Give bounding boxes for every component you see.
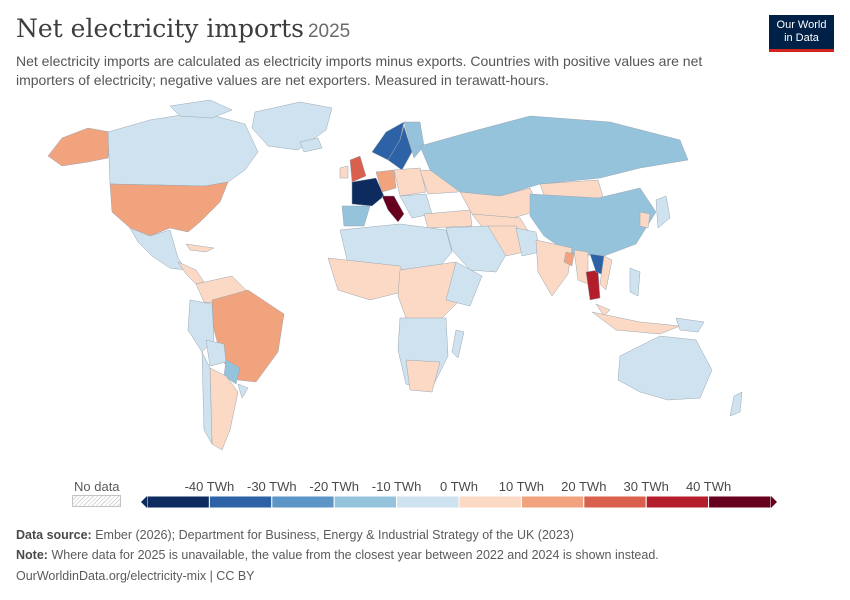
country-bolivia — [205, 339, 227, 367]
chart-title: Net electricity imports 2025 — [16, 14, 350, 43]
country-uruguay — [237, 383, 249, 399]
country-canada — [107, 111, 259, 187]
legend-tick-label: -20 TWh — [309, 479, 359, 494]
title-text: Net electricity imports — [16, 14, 304, 43]
note-label: Note: — [16, 548, 48, 562]
country-japan — [655, 195, 671, 229]
legend-bin — [333, 495, 398, 509]
legend-bin — [208, 495, 273, 509]
country-germany — [375, 169, 397, 193]
legend-bin — [645, 495, 710, 509]
legend-tick-label: 0 TWh — [439, 479, 479, 494]
country-new-zealand — [729, 391, 743, 417]
country-ireland — [339, 165, 349, 179]
country-china — [529, 187, 657, 257]
legend-bin — [708, 495, 772, 509]
country-italy — [381, 195, 405, 223]
legend-arrow-left — [141, 496, 147, 508]
legend-bin — [271, 495, 335, 509]
country-papua — [675, 317, 705, 333]
legend-colorbar — [141, 495, 777, 509]
country-chile — [201, 351, 213, 445]
country-united-states — [109, 181, 229, 237]
legend-tick-label: 20 TWh — [561, 479, 607, 494]
country-myanmar — [573, 249, 589, 285]
country-spain — [341, 205, 371, 227]
country-bangladesh — [563, 251, 575, 267]
legend-arrow-right — [771, 496, 777, 508]
footer-source: Data source: Ember (2026); Department fo… — [16, 528, 574, 542]
legend-bin — [458, 495, 522, 509]
title-year: 2025 — [307, 21, 351, 42]
legend-tick-label: 40 TWh — [685, 479, 732, 494]
logo-line-1: Our World — [776, 19, 827, 31]
country-south-africa — [405, 359, 441, 393]
country-cuba — [185, 243, 215, 253]
legend-bin — [146, 495, 210, 509]
country-paraguay — [223, 359, 241, 385]
country-indonesia — [591, 311, 681, 335]
legend-bin — [520, 495, 585, 509]
world-map[interactable] — [0, 95, 850, 470]
logo-line-2: in Data — [784, 32, 819, 44]
legend-bin — [396, 495, 460, 509]
source-label: Data source: — [16, 528, 92, 542]
legend-tick-label: -30 TWh — [246, 479, 297, 494]
country-canada-islands — [169, 99, 233, 119]
country-norway — [371, 121, 405, 161]
country-brazil — [211, 289, 285, 383]
legend-tick-label: 30 TWh — [623, 479, 669, 494]
no-data-swatch — [72, 495, 121, 507]
country-central-europe — [393, 167, 427, 197]
country-turkey — [423, 209, 473, 229]
country-madagascar — [451, 329, 465, 359]
legend-tick-label: -40 TWh — [184, 479, 235, 494]
footer-url[interactable]: OurWorldinData.org/electricity-mix | CC … — [16, 569, 255, 583]
country-thailand — [585, 269, 601, 301]
country-iceland — [299, 137, 323, 153]
note-text: Where data for 2025 is unavailable, the … — [51, 548, 659, 562]
country-india — [535, 239, 573, 297]
legend-bin — [583, 495, 647, 509]
country-alaska — [47, 127, 111, 167]
source-text: Ember (2026); Department for Business, E… — [95, 528, 574, 542]
legend-tick-label: -10 TWh — [371, 479, 422, 494]
country-vietnam — [599, 255, 613, 291]
country-sweden — [387, 125, 413, 171]
footer-note: Note: Where data for 2025 is unavailable… — [16, 548, 659, 562]
country-malaysia — [595, 303, 611, 317]
country-mexico — [129, 227, 187, 271]
country-korea — [639, 211, 651, 229]
country-east-africa — [445, 261, 483, 307]
country-west-africa — [327, 257, 411, 301]
country-australia — [617, 335, 713, 401]
country-united-kingdom — [349, 155, 367, 183]
country-central-america — [177, 261, 205, 285]
owid-logo[interactable]: Our World in Data — [769, 15, 834, 52]
country-france — [351, 177, 385, 207]
chart-subtitle: Net electricity imports are calculated a… — [16, 53, 703, 88]
no-data-label: No data — [74, 479, 120, 494]
country-philippines — [629, 267, 641, 297]
legend-tick-label: 10 TWh — [498, 479, 545, 494]
